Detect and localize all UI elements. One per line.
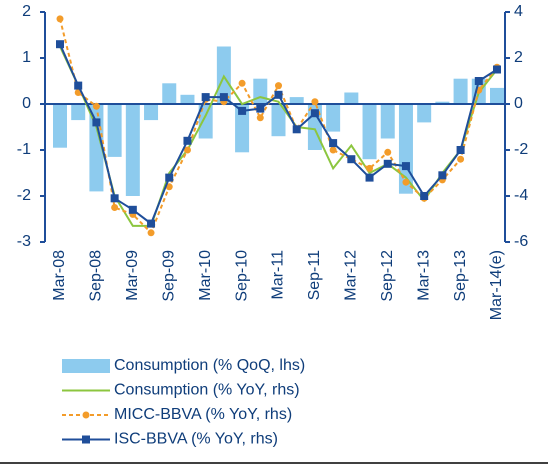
marker	[165, 183, 173, 191]
marker	[74, 81, 83, 90]
marker	[365, 173, 374, 182]
bar	[289, 97, 304, 104]
bar	[417, 104, 432, 123]
marker	[493, 65, 501, 74]
bar	[198, 104, 213, 139]
bar	[380, 104, 395, 139]
marker	[56, 15, 64, 23]
y-tick-label: 1	[22, 49, 31, 66]
legend-marker	[82, 435, 90, 444]
x-tick-label: Mar-13	[415, 250, 432, 301]
marker	[183, 146, 191, 154]
y2-tick-label: 2	[514, 49, 523, 66]
marker	[275, 82, 282, 90]
marker	[147, 219, 156, 228]
marker	[456, 146, 465, 154]
bar	[453, 78, 468, 104]
marker	[383, 159, 392, 168]
bar	[435, 101, 450, 104]
marker	[110, 194, 119, 203]
x-tick-label: Sep-11	[306, 250, 323, 301]
marker	[366, 164, 374, 172]
y2-tick-label: -6	[514, 233, 528, 250]
legend-marker	[82, 411, 90, 419]
bar	[53, 104, 67, 148]
legend-label: Consumption (% YoY, rhs)	[114, 382, 300, 399]
x-tick-label: Sep-10	[233, 250, 250, 302]
y2-tick-label: 0	[514, 95, 523, 112]
x-tick-label: Mar-10	[197, 250, 214, 301]
legend-label: MICC-BBVA (% YoY, rhs)	[114, 406, 292, 423]
x-tick-label: Sep-09	[160, 250, 177, 302]
bar	[253, 78, 268, 104]
bar	[490, 87, 504, 104]
y2-tick-label: 4	[514, 3, 523, 20]
marker	[457, 155, 465, 163]
marker	[111, 204, 119, 211]
marker	[329, 146, 337, 154]
legend-label: Consumption (% QoQ, lhs)	[114, 357, 305, 374]
marker	[201, 93, 210, 102]
x-tick-label: Mar-09	[124, 250, 141, 301]
x-tick-label: Mar-08	[51, 250, 68, 301]
marker	[147, 229, 155, 237]
y-tick-label: -3	[17, 233, 31, 250]
x-tick-label: Mar-12	[343, 250, 360, 301]
bar	[344, 92, 359, 104]
bar	[144, 104, 159, 121]
marker	[384, 148, 392, 156]
bar	[162, 83, 177, 104]
marker	[329, 139, 338, 148]
marker	[183, 136, 192, 145]
bar	[362, 104, 377, 160]
bar	[107, 104, 122, 157]
bar	[235, 104, 250, 153]
marker	[420, 192, 429, 200]
bar	[326, 104, 341, 132]
x-tick-label: Mar-11	[270, 250, 287, 300]
marker	[256, 104, 265, 113]
marker	[219, 93, 228, 102]
marker	[347, 155, 356, 164]
marker	[310, 109, 319, 118]
marker	[438, 171, 447, 180]
marker	[128, 205, 137, 214]
marker	[474, 77, 483, 85]
y2-tick-label: -2	[514, 141, 528, 158]
bar	[180, 94, 195, 104]
x-tick-label: Mar-14(e)	[488, 250, 505, 320]
marker	[274, 90, 283, 99]
bar	[71, 104, 86, 121]
marker	[292, 125, 301, 134]
marker	[56, 40, 64, 49]
legend-swatch	[62, 359, 110, 373]
marker	[165, 173, 174, 182]
x-tick-label: Sep-13	[452, 250, 469, 302]
marker	[402, 178, 410, 186]
y-tick-label: -2	[17, 187, 31, 204]
marker	[92, 102, 100, 110]
y-tick-label: 0	[22, 95, 31, 112]
x-tick-label: Sep-12	[379, 250, 396, 302]
bar	[271, 104, 286, 137]
y-tick-label: 2	[22, 3, 31, 20]
bar	[125, 104, 140, 196]
x-tick-label: Sep-08	[88, 250, 105, 302]
marker	[311, 98, 319, 106]
y-tick-label: -1	[17, 141, 31, 158]
marker	[238, 79, 246, 87]
marker	[256, 114, 264, 122]
legend-label: ISC-BBVA (% YoY, rhs)	[114, 431, 278, 448]
marker	[92, 118, 101, 127]
marker	[401, 162, 410, 171]
marker	[238, 106, 247, 115]
y2-tick-label: -4	[514, 187, 528, 204]
